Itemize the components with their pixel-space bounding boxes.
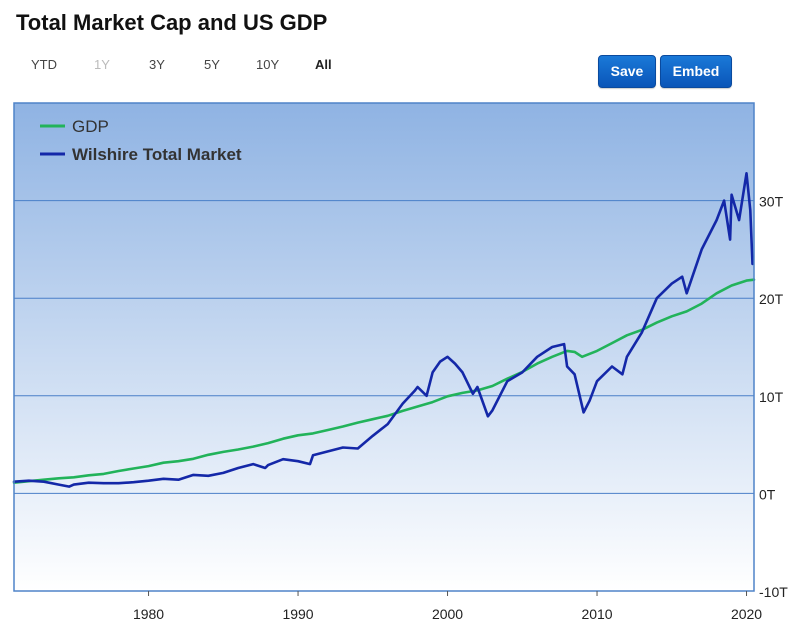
legend-gdp-label[interactable]: GDP: [72, 117, 109, 136]
legend-wilshire-label[interactable]: Wilshire Total Market: [72, 145, 242, 164]
range-1y-button[interactable]: 1Y: [94, 57, 110, 72]
y-tick-label: 30T: [759, 194, 784, 210]
page-title: Total Market Cap and US GDP: [16, 10, 328, 35]
x-tick-label: 2010: [581, 606, 612, 622]
x-tick-label: 2000: [432, 606, 463, 622]
y-tick-label: -10T: [759, 584, 788, 600]
embed-button[interactable]: Embed: [660, 55, 732, 88]
save-button[interactable]: Save: [598, 55, 656, 88]
range-3y-button[interactable]: 3Y: [149, 57, 165, 72]
x-tick-label: 1980: [133, 606, 164, 622]
market-series-line: [12, 172, 754, 488]
y-tick-label: 20T: [759, 291, 784, 307]
x-tick-label: 1990: [282, 606, 313, 622]
y-tick-label: 0T: [759, 486, 776, 502]
range-5y-button[interactable]: 5Y: [204, 57, 220, 72]
plot-frame: [13, 102, 755, 592]
range-ytd-button[interactable]: YTD: [31, 57, 57, 72]
range-10y-button[interactable]: 10Y: [256, 57, 280, 72]
plot-background: [14, 103, 754, 591]
range-all-button[interactable]: All: [315, 57, 332, 72]
y-tick-label: 10T: [759, 389, 784, 405]
x-tick-label: 2020: [731, 606, 762, 622]
